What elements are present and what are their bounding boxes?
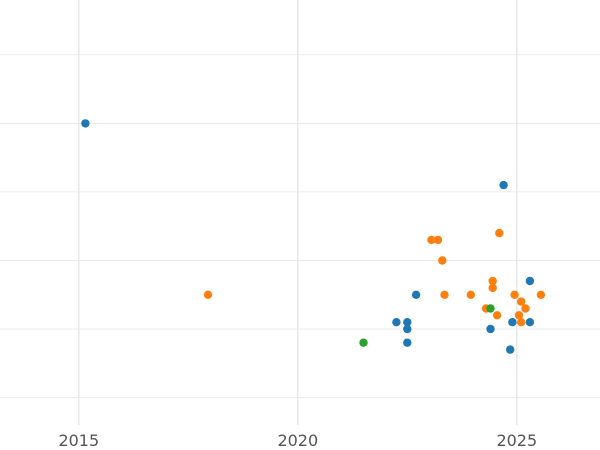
point-s0-6 xyxy=(403,324,412,334)
point-s1-12 xyxy=(517,297,526,306)
point-s1-1 xyxy=(427,235,436,245)
x-tick-label-0: 2015 xyxy=(58,431,99,450)
point-s0-1 xyxy=(499,180,508,190)
point-s0-2 xyxy=(411,290,421,299)
y-gridlines xyxy=(0,54,600,399)
point-s0-4 xyxy=(392,318,401,327)
point-s1-14 xyxy=(514,311,524,320)
point-s0-9 xyxy=(508,318,517,327)
point-s1-7 xyxy=(488,276,497,286)
point-s1-15 xyxy=(517,318,526,327)
point-s0-0 xyxy=(81,119,90,128)
point-s1-10 xyxy=(492,311,502,320)
point-s0-7 xyxy=(403,338,412,347)
x-tick-labels: 2015 2020 2025 xyxy=(58,431,537,450)
point-s1-0 xyxy=(203,290,213,299)
point-s1-2 xyxy=(433,235,443,245)
point-s1-8 xyxy=(488,283,497,293)
point-s1-4 xyxy=(495,228,504,238)
point-s2-1 xyxy=(486,304,495,313)
x-gridlines xyxy=(78,0,518,425)
point-s1-13 xyxy=(521,304,530,313)
point-s1-16 xyxy=(536,290,546,299)
point-s0-11 xyxy=(506,345,515,354)
point-s0-3 xyxy=(525,276,535,286)
point-s2-0 xyxy=(359,338,368,347)
data-points xyxy=(81,119,546,354)
point-s1-3 xyxy=(438,256,447,265)
point-s0-8 xyxy=(486,324,495,334)
point-s0-10 xyxy=(525,318,535,327)
point-s1-5 xyxy=(440,290,449,299)
point-s1-11 xyxy=(510,290,519,299)
x-tick-label-1: 2020 xyxy=(277,431,318,450)
x-tick-label-2: 2025 xyxy=(496,431,537,450)
point-s1-6 xyxy=(466,290,475,299)
point-s0-5 xyxy=(403,318,412,327)
